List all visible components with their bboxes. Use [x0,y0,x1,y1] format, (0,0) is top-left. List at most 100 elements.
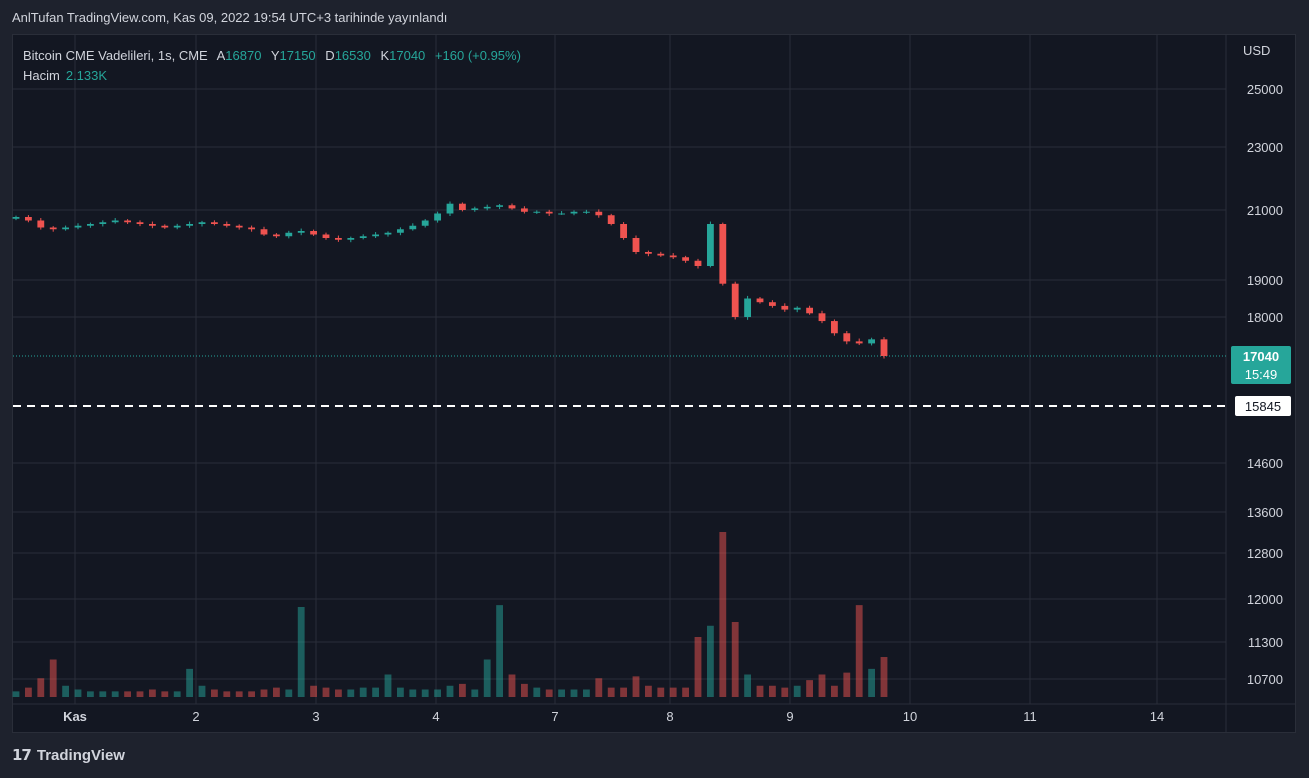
volume-bar [409,689,417,697]
candle-body [669,255,677,258]
candle-body [520,208,528,212]
candle-body [148,224,156,226]
candle-body [409,225,417,230]
high-value: 17150 [279,48,316,63]
last-price-countdown: 15:49 [1245,367,1278,382]
price-tick-label: 13600 [1247,505,1283,520]
volume-bar [520,683,528,697]
candle-body [483,206,491,209]
last-price-badge [1231,346,1291,384]
candle-body [880,339,888,356]
volume-bar [731,622,739,697]
volume-bar [868,668,876,697]
candle-body [607,215,615,224]
candle-body [508,205,516,209]
candle-body [260,229,268,235]
candle-body [818,313,826,322]
candle-body [136,222,144,224]
candle-body [372,234,380,237]
volume-bar [136,691,144,697]
volume-bar [855,605,863,697]
price-tick-label: 19000 [1247,273,1283,288]
candle-body [558,213,566,215]
volume-bar [496,605,504,697]
volume-bar [508,674,516,697]
volume-bar [62,685,70,697]
volume-bar [458,683,466,697]
time-tick-label: 14 [1150,709,1164,724]
candle-body [855,341,863,344]
candle-body [595,211,603,216]
candle-body [793,307,801,310]
volume-bar [446,685,454,697]
volume-bar [818,674,826,697]
tradingview-logo-icon: 17 [12,746,32,764]
candle-body [310,231,318,235]
volume-bar [86,691,94,697]
candle-body [322,234,330,238]
volume-bar [806,680,814,697]
candle-body [781,305,789,310]
volume-bar [669,687,677,697]
candle-body [173,225,181,228]
candle-body [161,225,169,228]
publish-header: AnlTufan TradingView.com, Kas 09, 2022 1… [12,10,448,25]
candle-body [111,220,119,223]
volume-bar [719,532,727,697]
candle-body [657,253,665,256]
chart-legend: Bitcoin CME Vadelileri, 1s, CME A16870 Y… [23,46,521,86]
chart-pane[interactable] [12,34,1296,733]
time-tick-label: 9 [786,709,793,724]
time-tick-label: 7 [551,709,558,724]
volume-bar [793,685,801,697]
time-tick-label: 2 [192,709,199,724]
volume-bar [558,689,566,697]
candle-body [334,238,342,240]
volume-bar [272,687,280,697]
candle-body [868,339,876,344]
volume-bar [434,689,442,697]
volume-bar [322,687,330,697]
candle-body [248,227,256,230]
symbol-title: Bitcoin CME Vadelileri, 1s, CME [23,48,208,63]
support-price-value: 15845 [1245,399,1281,414]
price-tick-label: 25000 [1247,82,1283,97]
volume-bar [111,691,119,697]
candle-body [285,232,293,237]
candle-body [471,208,479,210]
candle-body [37,220,45,228]
volume-bar [285,689,293,697]
candle-body [421,220,429,226]
volume-bar [24,687,32,697]
candle-body [347,238,355,240]
support-price-badge [1235,396,1291,416]
low-label: D [325,48,335,63]
volume-bar [74,689,82,697]
volume-bar [223,691,231,697]
volume-bar [694,637,702,697]
volume-bar [756,685,764,697]
close-value: 17040 [389,48,426,63]
candle-body [186,224,194,226]
price-tick-label: 14600 [1247,456,1283,471]
price-tick-label: 23000 [1247,140,1283,155]
candle-body [719,224,727,284]
candle-body [843,333,851,342]
time-tick-label: Kas [63,709,87,724]
price-tick-label: 11300 [1248,635,1283,650]
volume-bar [682,687,690,697]
candle-body [768,302,776,306]
volume-bar [372,687,380,697]
candle-body [620,224,628,238]
candle-body [210,222,218,224]
change-value: +160 (+0.95%) [434,48,521,63]
tradingview-footer[interactable]: 17 TradingView [12,746,125,764]
volume-bar [297,607,305,697]
volume-bar [632,676,640,697]
candle-body [496,205,504,207]
volume-bar [744,674,752,697]
candle-body [297,231,305,233]
volume-bar [235,691,243,697]
candle-body [731,283,739,317]
